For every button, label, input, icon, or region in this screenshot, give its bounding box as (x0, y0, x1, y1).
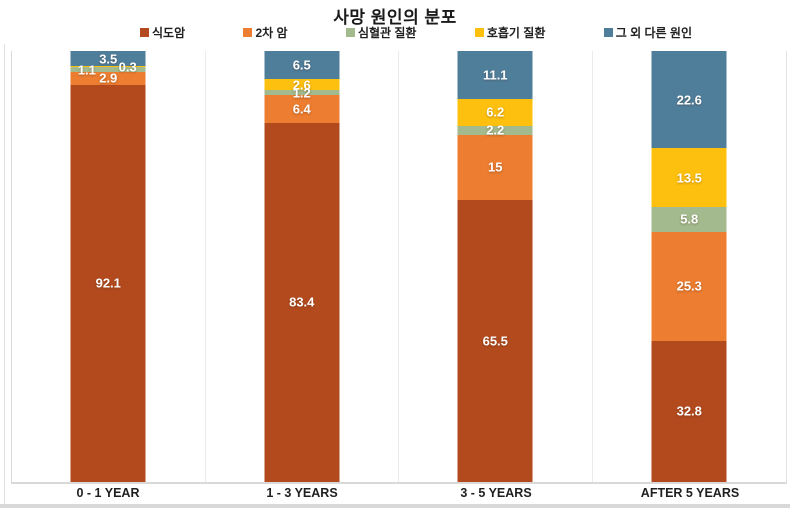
bar-segment: 3.5 (70, 51, 146, 67)
bar-segment: 65.5 (457, 199, 533, 483)
bar-segment: 15 (457, 135, 533, 200)
legend-swatch-icon (243, 28, 253, 37)
bar-segment: 92.1 (70, 84, 146, 482)
segment-value-label: 3.5 (99, 51, 118, 67)
legend-swatch-icon (474, 28, 484, 37)
legend-label: 호흡기 질환 (486, 26, 546, 40)
x-axis-category-label: 1 - 3 YEARS (266, 486, 338, 500)
segment-value-label: 83.4 (289, 294, 315, 310)
x-axis-labels: 0 - 1 YEAR 1 - 3 YEARS 3 - 5 YEARS AFTER 5 … (11, 486, 787, 502)
stacked-bar: 22.6 13.5 5.8 25.3 32.8 (651, 51, 727, 483)
segment-value-label: 65.5 (482, 333, 508, 349)
x-axis-category-label: 0 - 1 YEAR (76, 486, 140, 500)
chart-title: 사망 원인의 분포 (333, 8, 457, 27)
bar-segment: 5.8 (651, 206, 727, 232)
legend: 식도암 2차 암 심혈관 질환 호흡기 질환 그 외 다른 원인 (140, 24, 692, 41)
bar-segment: 13.5 (651, 148, 727, 207)
segment-value-label: 32.8 (676, 403, 702, 419)
legend-label: 심혈관 질환 (357, 26, 417, 40)
legend-item: 2차 암 (243, 24, 288, 41)
x-axis-category-label: 3 - 5 YEARS (460, 486, 532, 500)
category-column: 3.5 0.3 1.1 2.9 92.1 (12, 51, 206, 482)
legend-swatch-icon (345, 28, 355, 37)
stacked-bar: 3.5 0.3 1.1 2.9 92.1 (70, 51, 146, 482)
stacked-bar: 11.1 6.2 2.2 15 65.5 (457, 51, 533, 483)
segment-value-label: 15 (488, 159, 503, 175)
plot-area: 3.5 0.3 1.1 2.9 92.1 6.5 2.6 1.2 6.4 83.4 11.1 6.2 2… (11, 51, 787, 484)
left-frame-line (4, 44, 5, 506)
category-column: 22.6 13.5 5.8 25.3 32.8 (593, 51, 787, 483)
legend-item: 호흡기 질환 (474, 24, 546, 41)
stacked-bar: 6.5 2.6 1.2 6.4 83.4 (264, 51, 340, 482)
legend-label: 그 외 다른 원인 (615, 26, 692, 40)
segment-value-label: 2.6 (292, 77, 311, 93)
bar-segment: 6.5 (264, 51, 340, 79)
x-axis-category-label: AFTER 5 YEARS (640, 486, 740, 500)
legend-item: 그 외 다른 원인 (603, 24, 692, 41)
bottom-edge-strip (0, 504, 790, 508)
segment-value-label: 6.4 (292, 101, 311, 117)
segment-value-label: 92.1 (95, 275, 121, 291)
legend-swatch-icon (603, 28, 613, 37)
segment-value-label: 22.6 (676, 92, 702, 108)
segment-value-label: 13.5 (676, 170, 702, 185)
legend-item: 식도암 (140, 24, 185, 41)
segment-value-label: 6.2 (486, 104, 505, 120)
legend-item: 심혈관 질환 (345, 24, 417, 41)
bar-segment: 6.4 (264, 95, 340, 123)
legend-swatch-icon (140, 28, 149, 37)
bar-segment: 2.9 (70, 70, 146, 86)
segment-value-label: 6.5 (292, 57, 311, 73)
category-column: 11.1 6.2 2.2 15 65.5 (399, 51, 593, 483)
bar-segment: 83.4 (264, 122, 340, 482)
bar-segment: 25.3 (651, 231, 727, 341)
legend-label: 2차 암 (255, 26, 288, 40)
segment-value-label: 5.8 (680, 211, 699, 227)
bar-segment: 22.6 (651, 51, 727, 149)
bar-segment: 32.8 (651, 340, 727, 483)
bar-segment: 2.2 (457, 124, 533, 137)
category-column: 6.5 2.6 1.2 6.4 83.4 (206, 51, 399, 482)
bar-segment: 6.2 (457, 98, 533, 126)
segment-value-label: 25.3 (676, 278, 702, 294)
bar-segment: 11.1 (457, 51, 533, 99)
legend-label: 식도암 (152, 26, 186, 40)
segment-value-label: 2.9 (99, 70, 118, 86)
segment-value-label: 11.1 (482, 67, 508, 83)
bar-segment: 2.6 (264, 77, 340, 93)
